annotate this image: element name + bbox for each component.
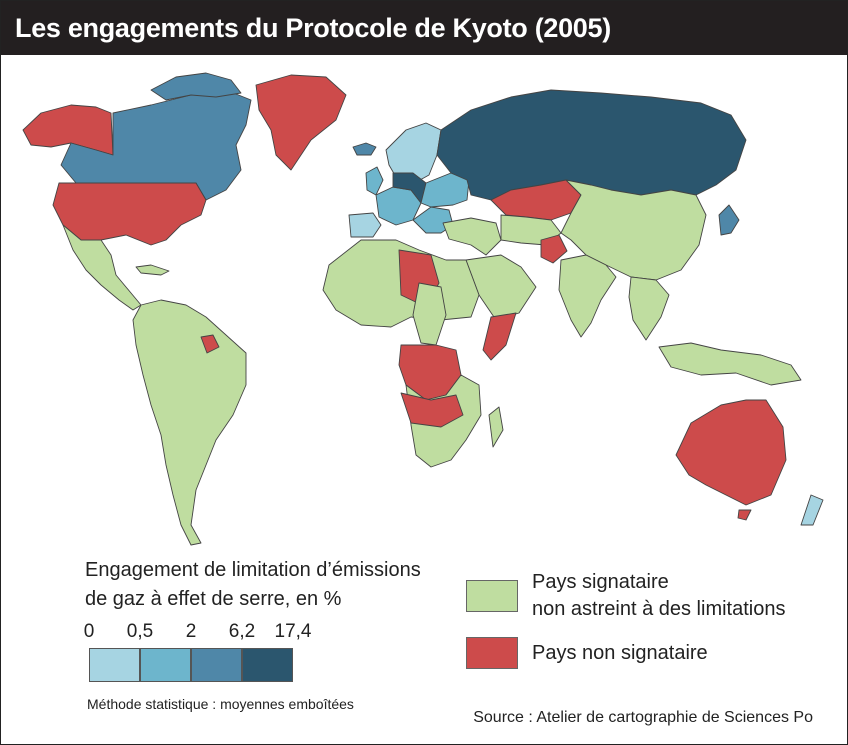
- region-japan: [718, 204, 740, 236]
- scale-break-label: 2: [185, 621, 197, 642]
- title-bar: Les engagements du Protocole de Kyoto (2…: [1, 1, 847, 55]
- legend-item-non-signatory: Pays non signataire: [466, 637, 708, 669]
- scale-break-label: 6,2: [228, 621, 256, 642]
- map-title: Les engagements du Protocole de Kyoto (2…: [15, 13, 611, 43]
- scale-break-label: 17,4: [274, 621, 312, 642]
- signatory-swatch: [466, 580, 518, 612]
- region-arctic-islands: [150, 72, 242, 101]
- scale-break-label: 0: [83, 621, 95, 642]
- method-note: Méthode statistique : moyennes emboîtées: [87, 696, 354, 712]
- region-chad-sudan-corridor: [412, 282, 447, 346]
- signatory-label-line-1: Pays signataire: [532, 571, 669, 593]
- non-signatory-swatch: [466, 637, 518, 669]
- region-turkey-near-east: [442, 217, 502, 256]
- region-alaska: [22, 104, 114, 156]
- region-iceland: [352, 142, 377, 156]
- signatory-label-line-2: non astreint à des limitations: [532, 598, 786, 620]
- region-british-isles: [365, 166, 384, 196]
- legend-item-signatory: Pays signataire non astreint à des limit…: [466, 569, 785, 623]
- region-new-zealand: [800, 494, 824, 526]
- scale-swatch-3: [191, 648, 242, 682]
- region-madagascar: [488, 406, 504, 448]
- legend-title-line-2: de gaz à effet de serre, en %: [85, 588, 342, 610]
- region-australia: [675, 399, 787, 506]
- region-scandinavia: [385, 122, 442, 186]
- scale-swatches: [89, 648, 293, 682]
- legend-title: Engagement de limitation d’émissions de …: [85, 556, 421, 614]
- source-note: Source : Atelier de cartographie de Scie…: [473, 709, 813, 726]
- legend-title-line-1: Engagement de limitation d’émissions: [85, 559, 421, 581]
- region-cuba: [135, 264, 170, 276]
- region-south-america: [132, 299, 247, 546]
- scale-swatch-1: [89, 648, 140, 682]
- region-somalia: [482, 312, 517, 361]
- region-russia: [436, 89, 747, 201]
- non-signatory-label: Pays non signataire: [532, 641, 708, 664]
- region-afghanistan: [540, 234, 568, 264]
- region-iberia: [348, 212, 382, 238]
- world-map: [22, 72, 824, 546]
- region-tasmania: [737, 509, 752, 521]
- region-india-south-asia: [558, 254, 617, 338]
- region-angola-zambia: [400, 392, 464, 428]
- region-indonesia-papua: [658, 342, 802, 386]
- scale-swatch-2: [140, 648, 191, 682]
- scale-swatch-4: [242, 648, 293, 682]
- signatory-label: Pays signataire non astreint à des limit…: [532, 569, 785, 623]
- region-arabian-peninsula: [465, 254, 537, 321]
- region-greenland: [255, 74, 347, 171]
- region-southeast-asia: [628, 276, 670, 341]
- scale-break-label: 0,5: [126, 621, 154, 642]
- region-china-mongolia: [560, 179, 707, 281]
- region-suriname-guyana: [200, 334, 220, 354]
